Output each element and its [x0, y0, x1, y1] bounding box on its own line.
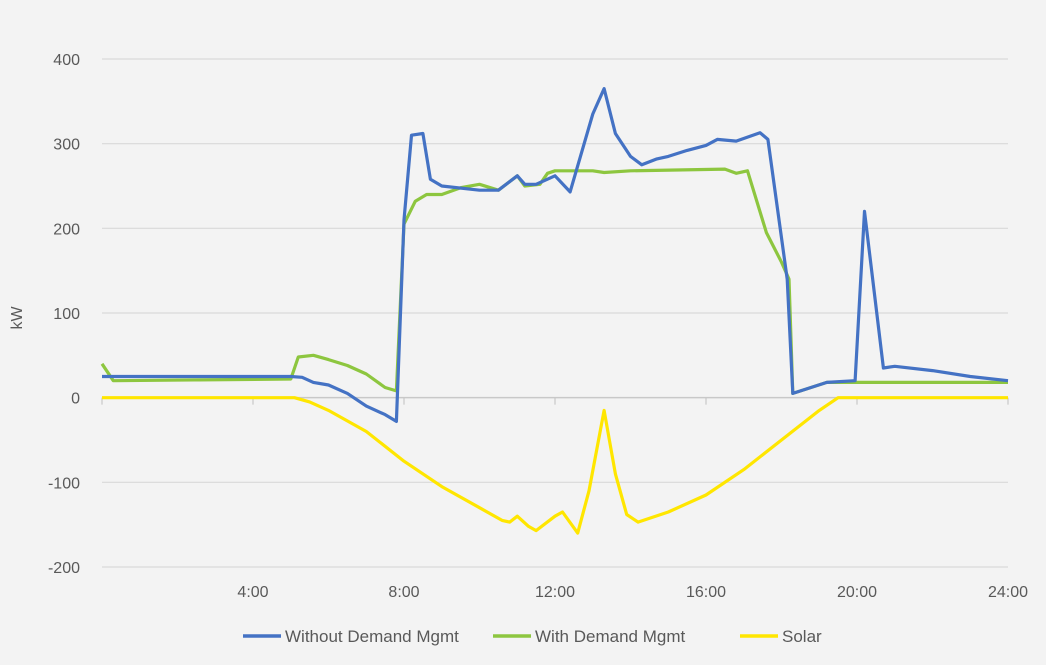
legend-item: Solar [740, 627, 822, 646]
legend-label: Without Demand Mgmt [285, 627, 459, 646]
legend: Without Demand Mgmt With Demand Mgmt Solar [243, 627, 822, 646]
x-tick-label: 12:00 [535, 584, 575, 601]
x-axis-tick-labels: 4:00 8:00 12:00 16:00 20:00 24:00 [237, 584, 1028, 601]
y-axis-label: kW [9, 306, 26, 330]
y-tick-label: -100 [48, 475, 80, 492]
grid [101, 58, 1009, 568]
x-tick-label: 4:00 [237, 584, 268, 601]
y-tick-label: -200 [48, 560, 80, 577]
x-tick-label: 20:00 [837, 584, 877, 601]
legend-item: Without Demand Mgmt [243, 627, 459, 646]
x-tick-label: 16:00 [686, 584, 726, 601]
x-tick-label: 8:00 [388, 584, 419, 601]
y-axis-tick-labels: 400 300 200 100 0 -100 -200 [48, 52, 80, 577]
y-tick-label: 100 [53, 306, 80, 323]
legend-label: Solar [782, 627, 822, 646]
legend-item: With Demand Mgmt [493, 627, 685, 646]
y-tick-label: 300 [53, 137, 80, 154]
legend-label: With Demand Mgmt [535, 627, 685, 646]
y-tick-label: 0 [71, 391, 80, 408]
series-lines [100, 87, 1009, 535]
series-line-solar [102, 396, 1008, 535]
y-tick-label: 200 [53, 221, 80, 238]
series-line-without-demand-mgmt [102, 87, 1009, 423]
x-tick-label: 24:00 [988, 584, 1028, 601]
y-tick-label: 400 [53, 52, 80, 69]
